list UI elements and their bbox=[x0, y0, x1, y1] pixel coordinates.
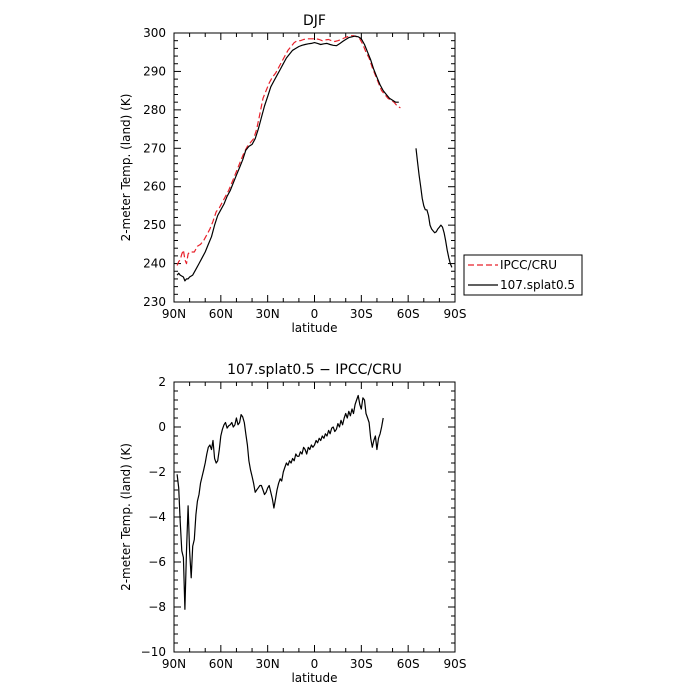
y-tick-label: 230 bbox=[143, 295, 166, 309]
x-tick-label: 60S bbox=[397, 657, 420, 671]
x-axis-label: latitude bbox=[291, 671, 337, 685]
y-tick-label: 240 bbox=[143, 257, 166, 271]
legend-entry: 107.splat0.5 bbox=[500, 278, 575, 292]
series-line-ipcc-cru-seg-0 bbox=[176, 35, 401, 266]
plot-frame bbox=[173, 381, 456, 653]
x-tick-label: 30S bbox=[350, 657, 373, 671]
x-tick-label: 30S bbox=[350, 307, 373, 321]
y-tick-label: 250 bbox=[143, 218, 166, 232]
x-tick-label: 30N bbox=[256, 307, 280, 321]
series-line-107-splat0-5-seg-0 bbox=[176, 35, 399, 282]
y-axis-label: 2-meter Temp. (land) (K) bbox=[119, 94, 133, 242]
x-tick-label: 0 bbox=[311, 657, 319, 671]
series-line-difference-seg-0 bbox=[176, 394, 384, 610]
x-tick-label: 60S bbox=[397, 307, 420, 321]
y-tick-label: −8 bbox=[148, 600, 166, 614]
y-tick-label: −10 bbox=[141, 645, 166, 659]
legend-entry: IPCC/CRU bbox=[500, 258, 557, 272]
legend-box bbox=[463, 254, 583, 296]
x-tick-label: 60N bbox=[209, 657, 233, 671]
x-tick-label: 30N bbox=[256, 657, 280, 671]
y-tick-label: 290 bbox=[143, 64, 166, 78]
chart-title: DJF bbox=[303, 13, 326, 29]
y-tick-label: 280 bbox=[143, 103, 166, 117]
series-line-107-splat0-5-seg-1 bbox=[415, 148, 453, 268]
chart-title: 107.splat0.5 − IPCC/CRU bbox=[227, 362, 402, 378]
x-tick-label: 90N bbox=[162, 657, 186, 671]
panel-top: DJF 90N 60N 30N 0 30S 60S 90S 230 240 250 260 270 280… bbox=[119, 13, 583, 335]
y-tick-label: 270 bbox=[143, 141, 166, 155]
y-tick-label: 260 bbox=[143, 180, 166, 194]
x-axis-label: latitude bbox=[291, 321, 337, 335]
legend: IPCC/CRU 107.splat0.5 bbox=[463, 254, 583, 296]
y-tick-label: 2 bbox=[158, 375, 166, 389]
x-tick-label: 90S bbox=[444, 657, 467, 671]
x-tick-label: 90S bbox=[444, 307, 467, 321]
y-tick-label: −4 bbox=[148, 510, 166, 524]
y-tick-label: 0 bbox=[158, 420, 166, 434]
panel-bottom: 107.splat0.5 − IPCC/CRU 90N 60N 30N 0 30S 60S 9… bbox=[119, 362, 466, 685]
x-tick-label: 0 bbox=[311, 307, 319, 321]
x-tick-label: 60N bbox=[209, 307, 233, 321]
x-tick-label: 90N bbox=[162, 307, 186, 321]
y-tick-label: 300 bbox=[143, 26, 166, 40]
y-tick-label: −6 bbox=[148, 555, 166, 569]
y-axis-label: 2-meter Temp. (land) (K) bbox=[119, 443, 133, 591]
y-tick-label: −2 bbox=[148, 465, 166, 479]
plot-frame bbox=[173, 32, 456, 303]
